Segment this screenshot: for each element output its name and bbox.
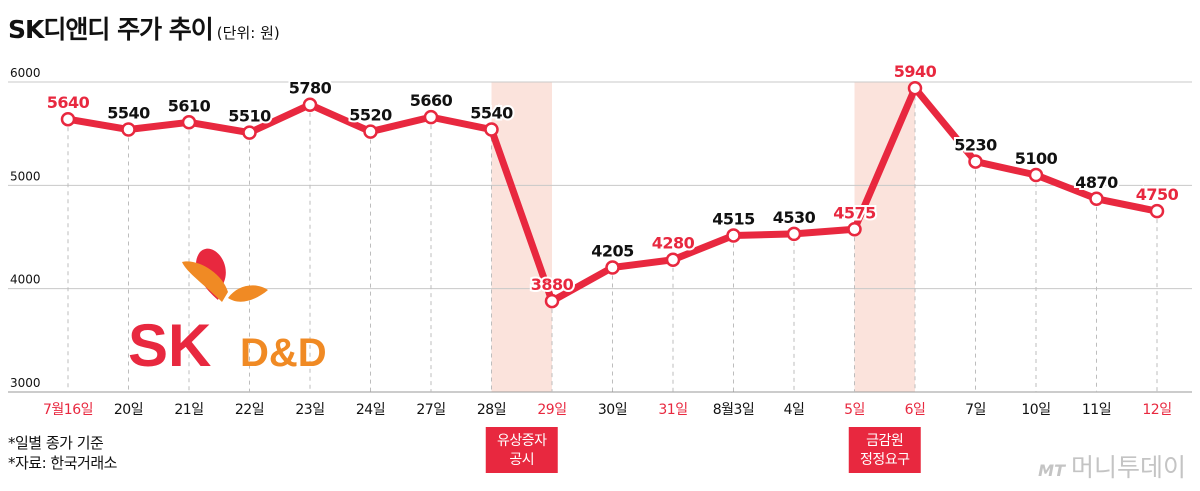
x-tick-label: 4일 bbox=[784, 402, 805, 418]
chart-title: SK디앤디 주가 추이 (단위: 원) bbox=[8, 10, 280, 46]
event-shade-0 bbox=[491, 82, 552, 392]
x-tick-label: 21일 bbox=[174, 402, 203, 418]
x-tick-label: 12일 bbox=[1142, 402, 1171, 418]
logo-dnd-text: D&D bbox=[240, 331, 327, 375]
footnotes: *일별 종가 기준 *자료: 한국거래소 bbox=[8, 433, 117, 473]
footnote-source: *자료: 한국거래소 bbox=[8, 454, 117, 472]
value-label: 4515 bbox=[712, 209, 755, 228]
value-label: 5780 bbox=[289, 79, 332, 98]
value-label: 5540 bbox=[470, 104, 513, 123]
y-tick-label: 5000 bbox=[10, 169, 41, 183]
x-tick-label: 30일 bbox=[598, 402, 627, 418]
x-tick-label: 31일 bbox=[658, 402, 687, 418]
x-tick-label: 11일 bbox=[1082, 402, 1111, 418]
y-tick-label: 4000 bbox=[10, 273, 41, 287]
event-note-line: 유상증자 bbox=[497, 433, 547, 449]
x-tick-label: 8월3일 bbox=[713, 402, 755, 418]
data-point bbox=[907, 80, 923, 96]
value-label: 4530 bbox=[773, 208, 816, 227]
value-label: 4205 bbox=[591, 241, 634, 260]
value-label: 3880 bbox=[531, 275, 574, 294]
sk-dnd-logo: SK D&D bbox=[128, 248, 327, 379]
value-label: 5510 bbox=[228, 107, 271, 126]
event-note-line: 금감원 bbox=[866, 433, 903, 449]
data-point bbox=[847, 222, 862, 237]
data-point bbox=[726, 228, 741, 243]
value-label: 5540 bbox=[107, 104, 150, 123]
value-label: 4750 bbox=[1136, 185, 1179, 204]
x-tick-label: 24일 bbox=[356, 402, 385, 418]
logo-sk-text: SK bbox=[128, 312, 211, 379]
watermark: MT 머니투데이 bbox=[1038, 448, 1186, 484]
data-point bbox=[242, 125, 257, 140]
data-point bbox=[363, 124, 378, 139]
x-tick-label: 6일 bbox=[905, 402, 926, 418]
data-point bbox=[605, 260, 620, 275]
x-tick-label: 5일 bbox=[844, 402, 865, 418]
data-point bbox=[968, 154, 983, 169]
event-box-0 bbox=[485, 427, 558, 473]
watermark-name: 머니투데이 bbox=[1070, 453, 1186, 482]
event-note-line: 정정요구 bbox=[860, 452, 910, 468]
x-tick-label: 23일 bbox=[295, 402, 324, 418]
data-point bbox=[423, 109, 439, 125]
watermark-mark: MT bbox=[1038, 461, 1065, 480]
event-box-1 bbox=[848, 427, 921, 473]
x-tick-label: 7일 bbox=[965, 402, 986, 418]
data-point bbox=[121, 122, 136, 137]
logo-butterfly-orange-wing bbox=[182, 261, 268, 302]
data-point bbox=[665, 252, 681, 267]
data-point bbox=[1089, 191, 1104, 207]
data-point bbox=[544, 293, 560, 309]
value-label: 5100 bbox=[1015, 149, 1058, 168]
data-point bbox=[786, 226, 802, 242]
value-label: 5640 bbox=[47, 93, 90, 112]
x-tick-label: 10일 bbox=[1021, 402, 1050, 418]
data-point bbox=[1149, 203, 1165, 219]
event-note-line: 공시 bbox=[509, 452, 534, 468]
y-tick-label: 3000 bbox=[10, 376, 41, 390]
data-point bbox=[60, 111, 76, 127]
value-label: 5940 bbox=[894, 62, 937, 81]
unit-text: (단위: 원) bbox=[216, 24, 280, 42]
data-point bbox=[1028, 167, 1044, 183]
x-tick-label: 7월16일 bbox=[43, 402, 93, 418]
y-tick-label: 6000 bbox=[10, 66, 41, 80]
x-tick-label: 27일 bbox=[416, 402, 445, 418]
x-tick-label: 28일 bbox=[477, 402, 506, 418]
data-point bbox=[302, 97, 318, 112]
title-text: SK디앤디 주가 추이 bbox=[8, 15, 214, 44]
value-label: 5520 bbox=[349, 106, 392, 125]
value-label: 5610 bbox=[168, 96, 211, 115]
value-label: 4575 bbox=[833, 203, 876, 222]
event-shade-1 bbox=[854, 82, 915, 392]
value-label: 5230 bbox=[954, 136, 997, 155]
data-point bbox=[181, 115, 197, 130]
x-tick-label: 22일 bbox=[235, 402, 264, 418]
value-label: 5660 bbox=[410, 91, 453, 110]
data-point bbox=[484, 122, 499, 137]
value-label: 4280 bbox=[652, 234, 695, 253]
footnote-basis: *일별 종가 기준 bbox=[8, 434, 104, 452]
value-label: 4870 bbox=[1075, 173, 1118, 192]
x-tick-label: 20일 bbox=[114, 402, 143, 418]
x-tick-label: 29일 bbox=[537, 402, 566, 418]
